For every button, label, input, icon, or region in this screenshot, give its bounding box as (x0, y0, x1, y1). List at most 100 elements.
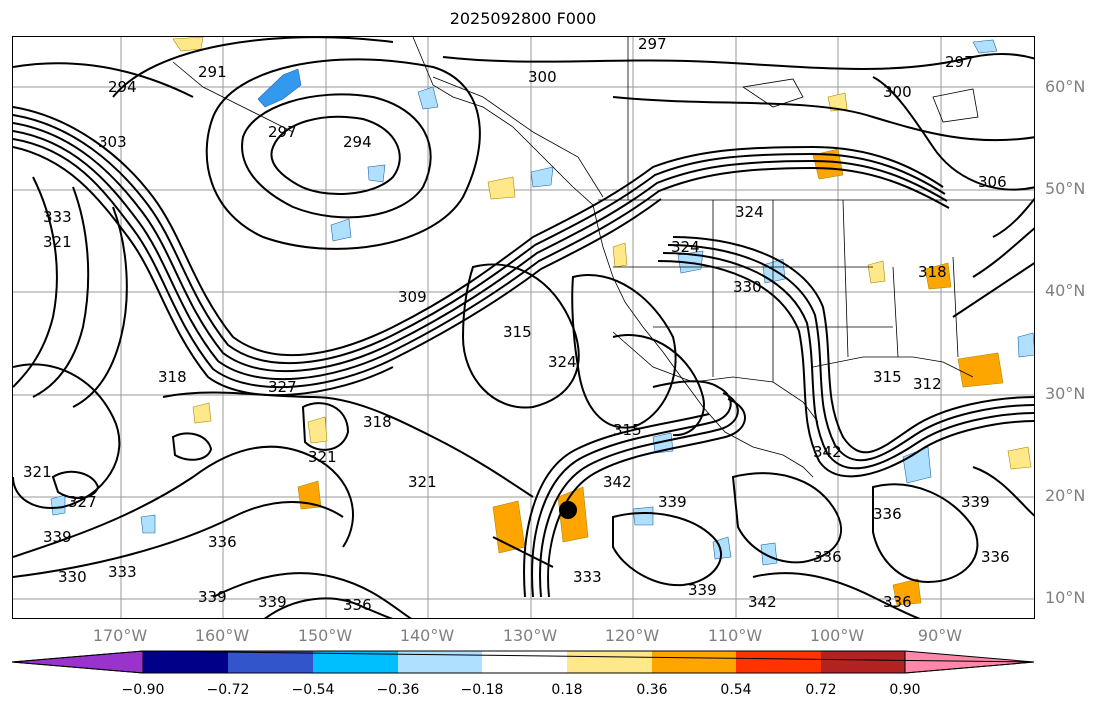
contour-label: 339 (258, 593, 287, 611)
contour-label: 330 (58, 568, 87, 586)
contour-label: 312 (913, 375, 942, 393)
contour-labels: 297 291 294 300 297 300 297 294 303 306 … (23, 37, 1010, 614)
contour-line (442, 52, 1034, 70)
contour-line (205, 58, 481, 250)
lat-label-50n: 50°N (1045, 179, 1086, 198)
shade-blob (632, 506, 654, 526)
contour-label: 342 (813, 443, 842, 461)
contour-label: 315 (503, 323, 532, 341)
lon-label-120w: 120°W (604, 626, 660, 645)
contour-line (212, 572, 412, 618)
colorbar-tick: 0.36 (636, 682, 668, 698)
colorbar-tick: 0.90 (889, 682, 921, 698)
contour-line (13, 62, 194, 98)
shade-blob (487, 176, 516, 200)
contour-label: 339 (961, 493, 990, 511)
contour-line (13, 501, 344, 578)
contour-line (301, 402, 350, 451)
contour-label: 324 (671, 238, 700, 256)
contour-label: 309 (398, 288, 427, 306)
contour-label: 315 (613, 421, 642, 439)
lon-label-140w: 140°W (399, 626, 455, 645)
contour-label: 300 (883, 83, 912, 101)
alaska-coast (432, 76, 604, 198)
shade-blob (924, 262, 952, 290)
contour-label: 333 (108, 563, 137, 581)
contour-label: 294 (108, 78, 137, 96)
colorbar-tick: −0.18 (460, 682, 504, 698)
contour-line (523, 413, 710, 598)
contour-line (13, 445, 354, 558)
state-lines (613, 266, 893, 328)
lat-label-40n: 40°N (1045, 281, 1086, 300)
shade-blob (192, 402, 212, 424)
contour-line (32, 186, 90, 398)
shade-blob (50, 494, 66, 516)
lakes (741, 78, 979, 123)
contour-line (752, 572, 921, 618)
lat-label-20n: 20°N (1045, 486, 1086, 505)
contours (13, 37, 1034, 618)
colorbar-extend-low (11, 650, 144, 674)
lon-label-100w: 100°W (809, 626, 865, 645)
shade-blob (812, 148, 844, 180)
contour-line (547, 398, 746, 598)
contour-label: 321 (408, 473, 437, 491)
contour-label: 336 (343, 596, 372, 614)
colorbar-segment (567, 651, 652, 673)
lon-label-110w: 110°W (707, 626, 763, 645)
contour-line (13, 363, 121, 509)
colorbar-frame (142, 650, 906, 674)
colorbar-segment (228, 651, 313, 673)
shade-blob (612, 242, 628, 268)
shade-blob (530, 166, 554, 188)
contour-line (672, 236, 1034, 454)
lat-label-30n: 30°N (1045, 384, 1086, 403)
contour-label: 291 (198, 63, 227, 81)
contour-label: 303 (98, 133, 127, 151)
contour-line (492, 536, 554, 568)
contour-line (972, 466, 1034, 517)
contour-line (72, 206, 128, 408)
colorbar-tick: 0.72 (805, 682, 837, 698)
state-lines (712, 199, 959, 382)
contour-label: 324 (735, 203, 764, 221)
contour-line (539, 392, 739, 598)
contour-line (667, 244, 1034, 462)
contour-label: 336 (208, 533, 237, 551)
shade-blob (892, 578, 922, 606)
colorbar-tick: 0.18 (551, 682, 583, 698)
contour-label: 339 (43, 528, 72, 546)
contour-line (662, 252, 1034, 470)
contour-label: 318 (158, 368, 187, 386)
contour-label: 318 (918, 263, 947, 281)
lon-label-90w: 90°W (917, 626, 963, 645)
shade-blob (867, 260, 886, 284)
contour-line (872, 76, 1034, 191)
gulf-coast (812, 356, 974, 378)
shade-blob (307, 416, 328, 444)
shade-blob (172, 37, 204, 52)
contour-label: 336 (873, 505, 902, 523)
contour-label: 339 (688, 581, 717, 599)
contour-line (13, 106, 944, 357)
shade-blob (957, 352, 1004, 388)
shade-blob (1007, 446, 1032, 470)
colorbar-tick: −0.36 (376, 682, 420, 698)
map-panel[interactable]: 297 291 294 300 297 300 297 294 303 306 … (12, 36, 1035, 619)
colorbar-outline (11, 650, 1035, 674)
map-title: 2025092800 F000 (449, 9, 597, 28)
contour-line (612, 512, 723, 587)
contour-line (241, 93, 432, 219)
shade-blob (330, 218, 352, 242)
positive-anomaly-shading (172, 37, 1032, 606)
contour-line (13, 130, 950, 381)
contour-label: 294 (343, 133, 372, 151)
colorbar-tick: 0.54 (720, 682, 752, 698)
lon-label-150w: 150°W (297, 626, 353, 645)
contour-line (657, 260, 1034, 478)
contour-label: 321 (23, 463, 52, 481)
shade-blob (367, 164, 386, 183)
lat-label-10n: 10°N (1045, 588, 1086, 607)
contour-label: 330 (733, 278, 762, 296)
